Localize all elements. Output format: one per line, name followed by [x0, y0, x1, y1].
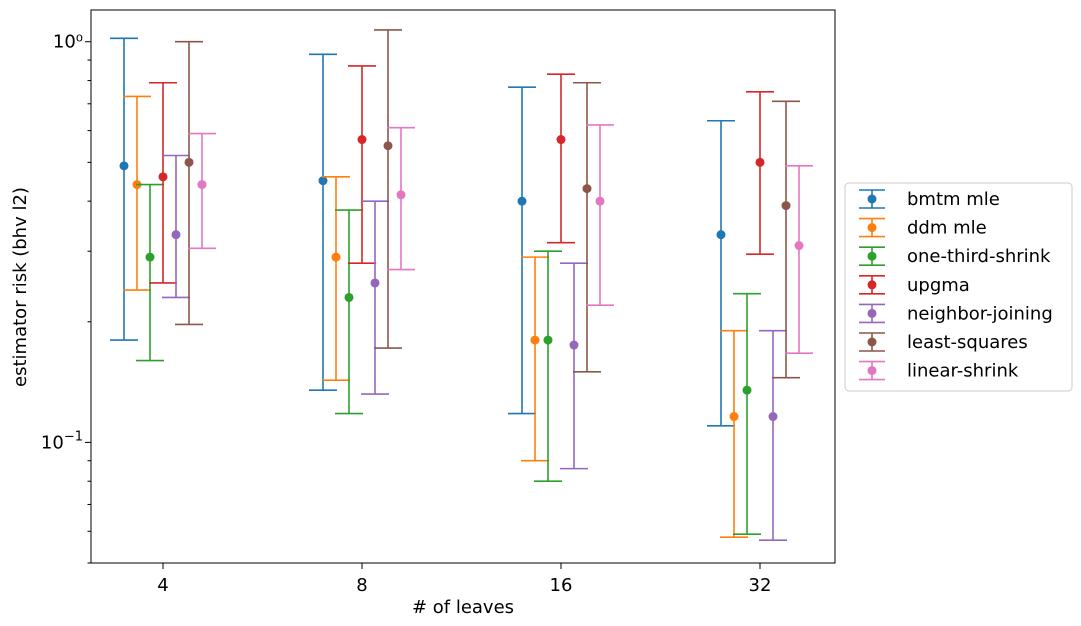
- legend-item: ddm mle: [859, 218, 987, 239]
- x-axis: 4 8 16 32: [157, 563, 771, 596]
- series-one-third-shrink: [136, 183, 761, 535]
- plot-area: [90, 9, 836, 564]
- data-point: [781, 201, 791, 211]
- data-point: [543, 335, 553, 345]
- x-axis-label: # of leaves: [412, 597, 514, 618]
- legend-marker: [867, 280, 877, 290]
- data-point: [716, 230, 726, 240]
- legend-label: linear-shrink: [907, 361, 1019, 382]
- series-linear-shrink: [188, 124, 813, 354]
- data-point: [768, 412, 778, 422]
- y-axis-label: estimator risk (bhv l2): [10, 187, 31, 387]
- legend-label: one-third-shrink: [907, 246, 1051, 267]
- data-point: [344, 292, 354, 302]
- legend-label: least-squares: [907, 332, 1028, 353]
- y-axis: 10−1 10⁰: [41, 32, 91, 564]
- legend-item: one-third-shrink: [859, 246, 1051, 267]
- legend-marker: [867, 194, 877, 204]
- x-tick-label: 8: [356, 575, 367, 596]
- data-point: [517, 196, 527, 206]
- x-tick-label: 32: [749, 575, 772, 596]
- data-point: [569, 340, 579, 350]
- legend-label: upgma: [907, 275, 970, 296]
- data-point: [530, 335, 540, 345]
- x-tick-label: 4: [157, 575, 168, 596]
- legend-marker: [867, 366, 877, 376]
- data-point: [383, 141, 393, 151]
- data-point: [742, 385, 752, 395]
- legend-item: linear-shrink: [859, 361, 1019, 382]
- y-tick-label: 10−1: [41, 429, 83, 453]
- data-point: [357, 135, 367, 145]
- data-point: [318, 176, 328, 186]
- legend-marker: [867, 337, 877, 347]
- series-least-squares: [175, 29, 800, 379]
- legend-marker: [867, 223, 877, 233]
- data-point: [729, 412, 739, 422]
- series-bmtm-mle: [110, 37, 735, 427]
- legend-box: [844, 182, 1073, 392]
- data-point: [158, 172, 168, 182]
- x-tick-label: 16: [550, 575, 573, 596]
- legend-label: neighbor-joining: [907, 303, 1053, 324]
- data-point: [331, 252, 341, 262]
- data-point: [197, 180, 207, 190]
- legend-item: least-squares: [859, 332, 1028, 353]
- data-point: [556, 135, 566, 145]
- data-point: [184, 157, 194, 167]
- legend-item: upgma: [859, 275, 970, 296]
- series-upgma: [149, 65, 774, 284]
- legend-label: ddm mle: [907, 218, 987, 239]
- data-point: [595, 196, 605, 206]
- legend-marker: [867, 308, 877, 318]
- y-tick-label: 10⁰: [53, 32, 83, 53]
- legend-label: bmtm mle: [907, 189, 1000, 210]
- data-point: [396, 190, 406, 200]
- data-point: [370, 278, 380, 288]
- chart-marks: [110, 29, 813, 542]
- data-point: [145, 252, 155, 262]
- legend-marker: [867, 251, 877, 261]
- data-point: [582, 184, 592, 194]
- data-point: [755, 157, 765, 167]
- legend-item: neighbor-joining: [859, 303, 1053, 324]
- legend-item: bmtm mle: [859, 189, 1000, 210]
- series-neighbor-joining: [162, 154, 787, 542]
- data-point: [119, 161, 129, 171]
- legend: bmtm mle ddm mle one-third-shrink upgma neig…: [844, 182, 1073, 392]
- data-point: [171, 230, 181, 240]
- data-point: [794, 241, 804, 251]
